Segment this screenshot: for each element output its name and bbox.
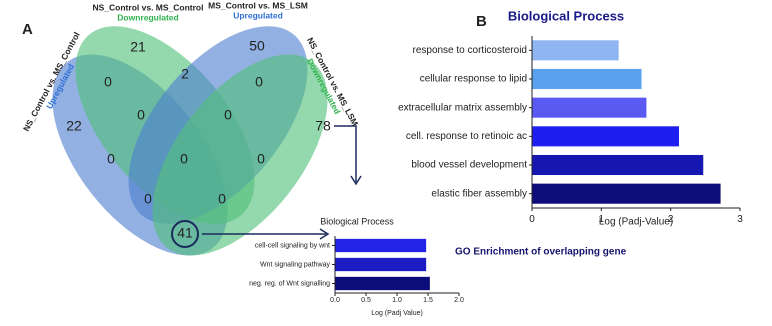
bar <box>335 238 427 253</box>
y-tick-label: response to corticosteroid <box>412 45 527 56</box>
arrow <box>334 125 357 182</box>
set-name: NS_Control vs. MS_Control <box>93 2 204 12</box>
bar <box>532 97 647 118</box>
region-count: 78 <box>315 118 331 134</box>
region-count: 21 <box>130 39 146 55</box>
region-count: 0 <box>137 107 145 123</box>
x-tick-label: 0.0 <box>330 297 340 304</box>
region-count: 41 <box>177 225 193 241</box>
x-tick-label: 2.0 <box>454 297 464 304</box>
x-tick-label: 1 <box>599 214 605 225</box>
bar <box>532 68 642 90</box>
chart-title: Biological Process <box>508 8 624 23</box>
set-direction: Downregulated <box>117 12 178 22</box>
caption: GO Enrichment of overlapping gene <box>455 247 627 258</box>
arrow-head <box>350 175 362 186</box>
set-name: MS_Control vs. MS_LSM <box>208 0 308 10</box>
region-count: 50 <box>249 38 265 54</box>
chart-title: Biological Process <box>320 216 394 226</box>
y-tick-label: cell. response to retinoic ac <box>406 131 527 142</box>
region-count: 0 <box>104 74 112 90</box>
bar <box>335 257 427 272</box>
panel-label: A <box>22 21 33 38</box>
y-tick-label: Wnt signaling pathway <box>260 261 331 268</box>
region-count: 0 <box>218 191 226 207</box>
x-axis-label: Log (Padj Value) <box>371 310 423 317</box>
x-axis-label: Log (Padj-Value) <box>599 217 673 228</box>
x-tick-label: 0 <box>529 214 535 225</box>
region-count: 0 <box>255 74 263 90</box>
y-tick-label: extracellular matrix assembly <box>398 102 527 113</box>
bar <box>532 154 704 176</box>
highlight-ring <box>171 220 199 248</box>
region-count: 0 <box>107 151 115 167</box>
x-tick-label: 1.5 <box>423 297 433 304</box>
bar <box>532 40 619 61</box>
x-tick-label: 1.0 <box>392 297 402 304</box>
y-tick-label: cell-cell signaling by wnt <box>255 242 330 249</box>
region-count: 22 <box>66 118 82 134</box>
panel-label: B <box>476 13 487 30</box>
venn: 22 21 50 78 0 2 0 0 0 0 0 0 0 0 41 <box>52 26 331 256</box>
y-tick-label: neg. reg. of Wnt signalling <box>249 280 330 287</box>
region-count: 2 <box>181 66 189 82</box>
venn-set <box>152 54 328 256</box>
region-count: 0 <box>144 191 152 207</box>
arrow-head <box>319 228 330 240</box>
region-count: 0 <box>180 151 188 167</box>
set-direction: Upregulated <box>233 10 283 20</box>
y-tick-label: cellular response to lipid <box>420 74 527 85</box>
bar <box>335 276 430 291</box>
x-tick-label: 2 <box>668 214 674 225</box>
y-tick-label: blood vessel development <box>411 160 527 171</box>
region-count: 0 <box>257 151 265 167</box>
x-tick-label: 0.5 <box>361 297 371 304</box>
bar <box>532 126 679 147</box>
x-tick-label: 3 <box>737 214 743 225</box>
arrows <box>202 125 362 240</box>
bar <box>532 183 721 204</box>
y-tick-label: elastic fiber assembly <box>431 188 527 199</box>
region-count: 0 <box>224 107 232 123</box>
